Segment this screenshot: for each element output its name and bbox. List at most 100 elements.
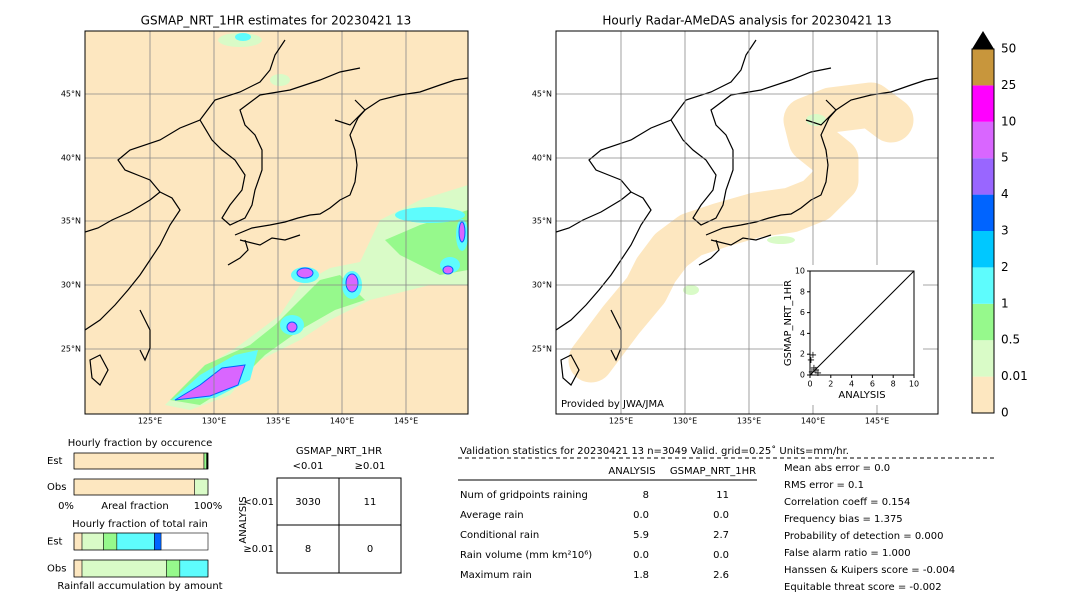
fraction-segment	[81, 559, 167, 578]
score: RMS error = 0.1	[784, 480, 864, 491]
axis-label: 100%	[194, 501, 223, 512]
diagonal	[809, 270, 915, 376]
row-label: Obs	[47, 564, 66, 575]
stat-value: 11	[716, 490, 729, 501]
lon-label: 125°E	[609, 417, 633, 426]
col-header: ANALYSIS	[608, 466, 655, 477]
y-tick-label: 2	[800, 350, 805, 359]
colorbar-extend	[972, 31, 994, 49]
fraction-segment	[203, 452, 207, 470]
score: Hanssen & Kuipers score = -0.004	[784, 565, 955, 576]
lon-label: 140°E	[801, 417, 825, 426]
fraction-segment	[73, 559, 83, 578]
lat-label: 40°N	[532, 154, 552, 163]
col-header: <0.01	[293, 461, 324, 472]
map-title: GSMAP_NRT_1HR estimates for 20230421 13	[141, 14, 412, 28]
lat-label: 25°N	[61, 345, 81, 354]
x-tick-label: 0	[807, 380, 812, 389]
lon-label: 145°E	[865, 417, 889, 426]
axis-label: Areal fraction	[101, 501, 168, 512]
x-tick-label: 2	[828, 380, 833, 389]
scatter-point: +	[807, 355, 815, 366]
lon-label: 130°E	[202, 417, 226, 426]
lat-label: 35°N	[532, 217, 552, 226]
stat-label: Maximum rain	[460, 570, 532, 581]
map-title: Hourly Radar-AMeDAS analysis for 2023042…	[602, 14, 891, 28]
colorbar-swatch	[972, 194, 994, 231]
stat-label: Average rain	[460, 510, 524, 521]
scatter-point: +	[812, 365, 820, 376]
stat-value: 0.0	[633, 550, 649, 561]
lat-label: 45°N	[61, 90, 81, 99]
fraction-segment	[73, 532, 83, 551]
axis-label: Rainfall accumulation by amount	[57, 581, 222, 592]
lon-label: 125°E	[138, 417, 162, 426]
lon-label: 140°E	[330, 417, 354, 426]
score: False alarm ratio = 1.000	[784, 548, 911, 559]
colorbar-label: 0.5	[1001, 333, 1020, 347]
stat-value: 0.0	[713, 510, 729, 521]
bar-frame	[73, 452, 209, 470]
lat-label: 25°N	[532, 345, 552, 354]
validation-header: Validation statistics for 20230421 13 n=…	[460, 445, 849, 457]
stat-value: 1.8	[633, 570, 649, 581]
bar-frame	[73, 532, 209, 551]
left-map	[85, 31, 468, 414]
lat-label: 40°N	[61, 154, 81, 163]
col-header: GSMAP_NRT_1HR	[670, 466, 756, 477]
colorbar-label: 4	[1001, 187, 1009, 201]
fraction-segment	[194, 478, 209, 496]
colorbar-swatch	[972, 49, 994, 86]
rain-intense	[174, 221, 466, 401]
colorbar-label: 25	[1001, 78, 1016, 92]
colorbar-swatch	[972, 376, 994, 413]
row-label: Obs	[47, 482, 66, 493]
colorbar-label: 0	[1001, 406, 1009, 420]
cell: 0	[367, 544, 373, 555]
fraction-segment	[73, 478, 195, 496]
cell: 8	[305, 544, 311, 555]
lon-label: 145°E	[394, 417, 418, 426]
lat-label: 30°N	[61, 281, 81, 290]
colorbar-label: 50	[1001, 42, 1016, 56]
fraction-segment	[179, 559, 209, 578]
fraction-segment	[154, 532, 162, 551]
score: Correlation coeff = 0.154	[784, 497, 910, 508]
lon-label: 135°E	[737, 417, 761, 426]
stat-value: 0.0	[633, 510, 649, 521]
colorbar-swatch	[972, 340, 994, 377]
x-tick-label: 10	[909, 380, 919, 389]
colorbar-label: 0.01	[1001, 369, 1028, 383]
cell: 11	[364, 497, 377, 508]
stat-label: Rain volume (mm km²10⁶)	[460, 550, 592, 561]
scatter-point: +	[810, 363, 818, 374]
fraction-segment	[116, 532, 155, 551]
y-tick-label: 6	[800, 308, 805, 317]
right-map	[556, 31, 938, 414]
lat-label: 45°N	[532, 90, 552, 99]
y-tick-label: 0	[800, 371, 805, 380]
bar-frame	[73, 478, 209, 496]
graticule	[85, 31, 468, 414]
contingency-grid	[276, 477, 402, 574]
credit: Provided by JWA/JMA	[561, 399, 664, 410]
row-label: Est	[47, 537, 63, 548]
colorbar-label: 3	[1001, 224, 1009, 238]
stat-value: 5.9	[633, 530, 649, 541]
col-header: ≥0.01	[355, 461, 386, 472]
bar-frame	[73, 559, 209, 578]
stat-value: 2.6	[713, 570, 729, 581]
x-tick-label: 8	[891, 380, 896, 389]
map-frame	[555, 30, 939, 415]
row-header: ≥0.01	[243, 544, 274, 555]
fraction-segment	[73, 452, 205, 470]
inset-frame	[809, 270, 915, 376]
fraction-title: Hourly fraction of total rain	[72, 519, 208, 530]
lat-label: 35°N	[61, 217, 81, 226]
inset-xlabel: ANALYSIS	[838, 390, 885, 401]
score: Equitable threat score = -0.002	[784, 582, 942, 593]
colorbar-swatch	[972, 121, 994, 159]
scatter-point: +	[809, 350, 817, 361]
fraction-title: Hourly fraction by occurence	[68, 438, 212, 449]
